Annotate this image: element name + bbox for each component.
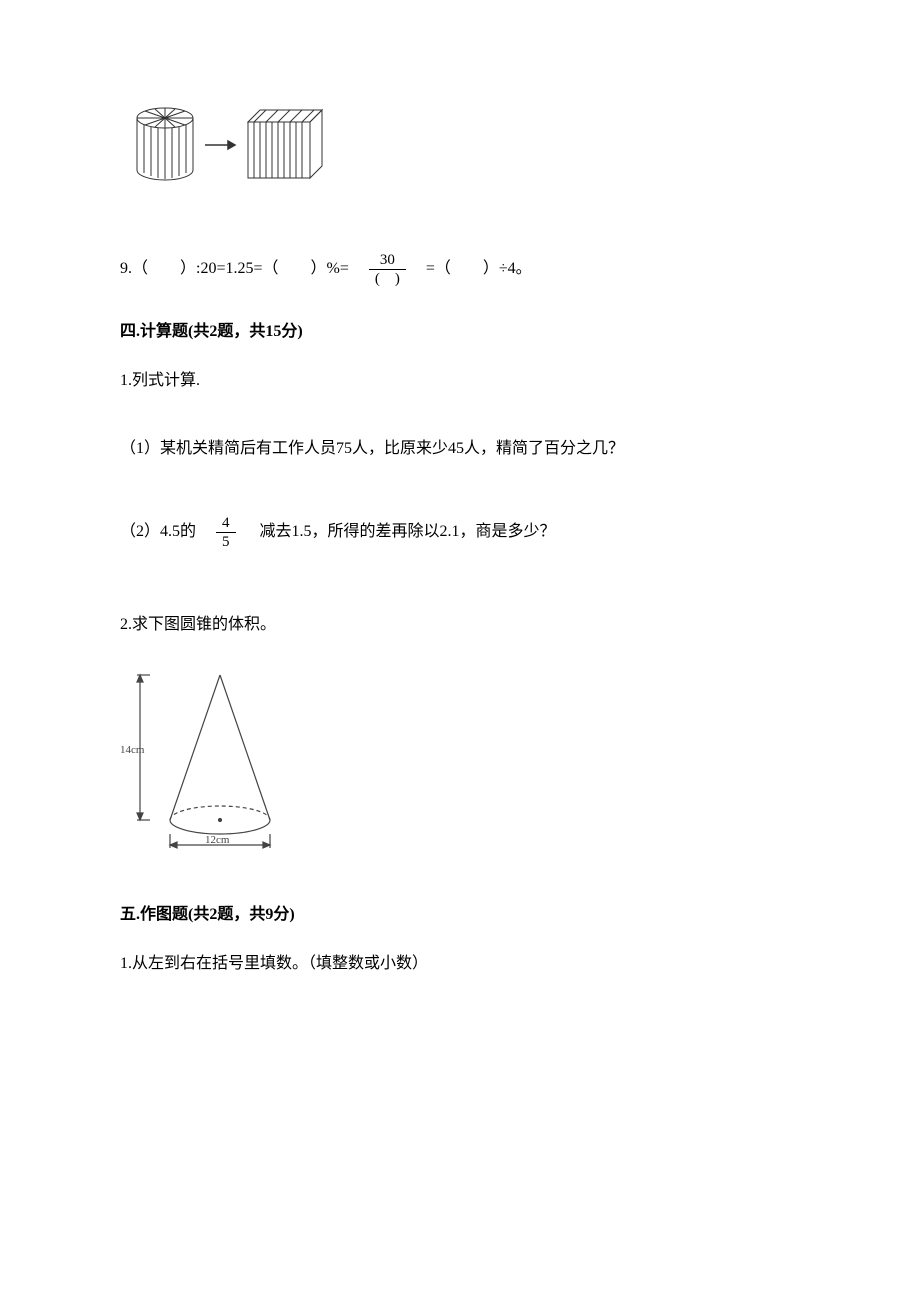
cone-figure: 14cm 12cm [120,665,800,866]
q9-suffix: =（ ）÷4。 [410,255,532,284]
q9-prefix: 9.（ ）:20=1.25=（ ）%= [120,255,365,284]
q9-frac-den: ( ) [369,269,406,288]
sub2-fraction: 4 5 [216,514,236,551]
section4-sub1: （1）某机关精简后有工作人员75人，比原来少45人，精简了百分之几？ [120,435,800,464]
cylinder-svg [130,100,340,190]
cylinder-transform-figure [130,100,800,201]
q9-frac-num: 30 [374,251,401,269]
section-4-header: 四.计算题(共2题，共15分) [120,318,800,347]
sub2-suffix: 减去1.5，所得的差再除以2.1，商是多少？ [240,518,556,547]
cone-height-label: 14cm [120,744,145,756]
section-5-header: 五.作图题(共2题，共9分) [120,901,800,930]
sub2-frac-den: 5 [216,532,236,551]
section4-problem1-title: 1.列式计算. [120,367,800,396]
q9-fraction: 30 ( ) [369,251,406,288]
section4-sub2: （2）4.5的 4 5 减去1.5，所得的差再除以2.1，商是多少？ [120,514,800,551]
sub2-prefix: （2）4.5的 [120,518,212,547]
cone-svg: 14cm 12cm [120,665,300,855]
sub2-frac-num: 4 [216,514,236,532]
section5-problem1-title: 1.从左到右在括号里填数。（填整数或小数） [120,950,800,979]
cone-width-label: 12cm [205,834,230,846]
section4-problem2-title: 2.求下图圆锥的体积。 [120,611,800,640]
question-9: 9.（ ）:20=1.25=（ ）%= 30 ( ) =（ ）÷4。 [120,251,800,288]
